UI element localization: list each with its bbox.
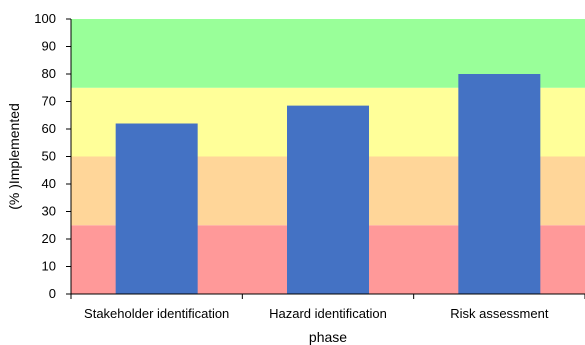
bar-2 bbox=[458, 74, 541, 294]
bars bbox=[115, 74, 541, 294]
y-tick-label-5: 50 bbox=[42, 149, 56, 164]
y-tick-label-1: 10 bbox=[42, 259, 56, 274]
x-category-label-1: Hazard identification bbox=[269, 306, 387, 321]
y-tick-label-7: 70 bbox=[42, 94, 56, 109]
axes bbox=[66, 18, 585, 299]
y-axis-title: (% )Implemented bbox=[6, 103, 22, 210]
y-tick-label-2: 20 bbox=[42, 231, 56, 246]
y-tick-label-6: 60 bbox=[42, 121, 56, 136]
x-axis-title: phase bbox=[309, 329, 347, 345]
y-tick-label-10: 100 bbox=[34, 11, 56, 26]
y-tick-label-8: 80 bbox=[42, 66, 56, 81]
y-tick-label-9: 90 bbox=[42, 39, 56, 54]
y-tick-label-0: 0 bbox=[49, 286, 56, 301]
y-tick-label-3: 30 bbox=[42, 204, 56, 219]
y-tick-label-4: 40 bbox=[42, 176, 56, 191]
x-category-labels: Stakeholder identification Hazard identif… bbox=[84, 306, 549, 321]
y-tick-labels: 0 10 20 30 40 50 60 70 80 90 100 bbox=[34, 11, 56, 301]
x-category-label-2: Risk assessment bbox=[450, 306, 549, 321]
x-category-label-0: Stakeholder identification bbox=[84, 306, 229, 321]
bar-0 bbox=[115, 123, 198, 294]
bar-1 bbox=[287, 105, 369, 294]
